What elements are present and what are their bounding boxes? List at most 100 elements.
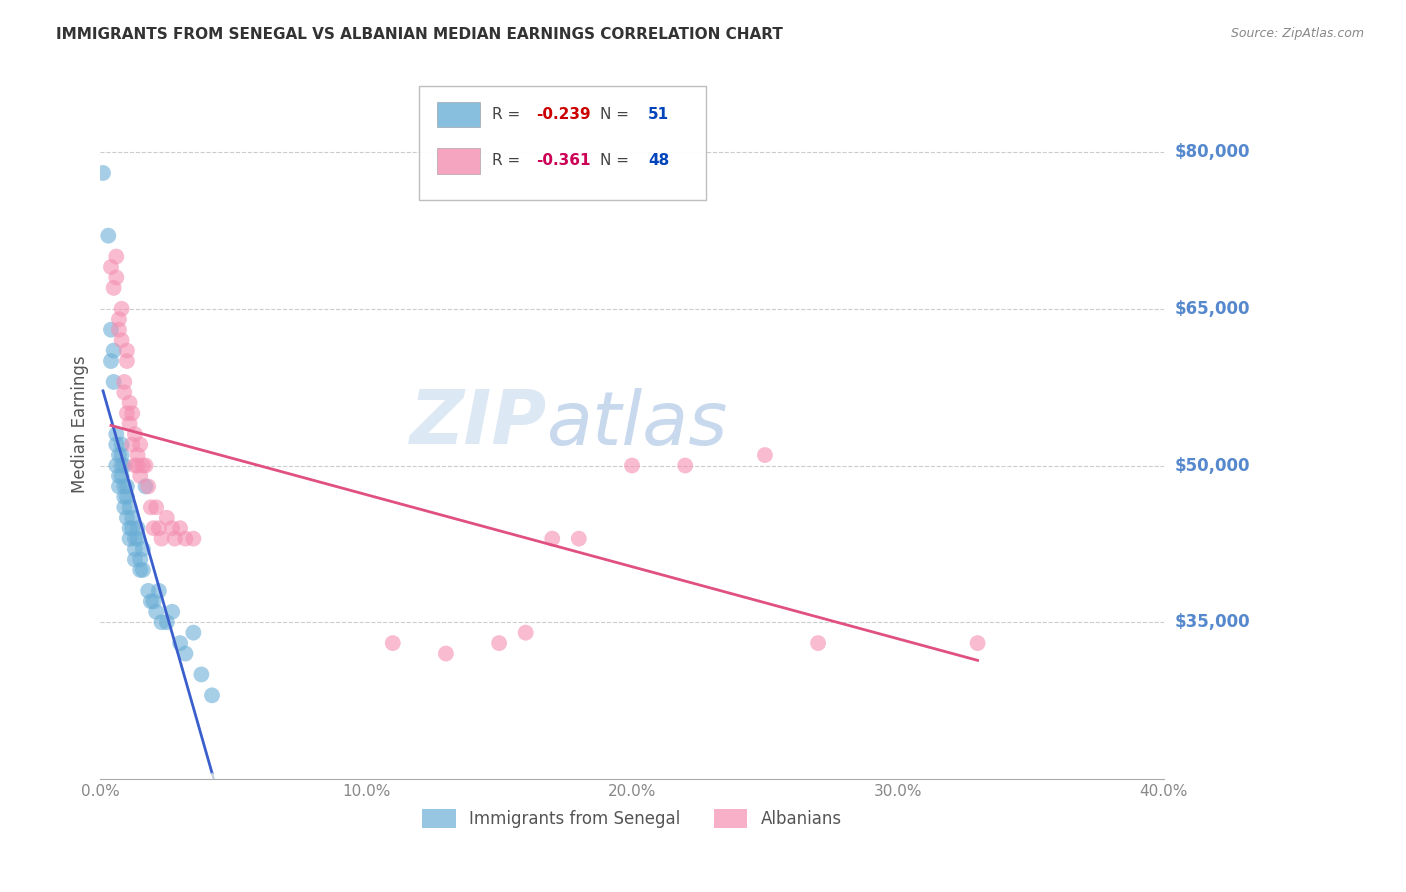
Point: [183, 532, 205, 546]
Point: [121, 437, 143, 451]
Point: [124, 552, 146, 566]
Point: [183, 625, 205, 640]
Point: [100, 354, 122, 368]
Point: [118, 396, 141, 410]
Point: [108, 312, 131, 326]
Y-axis label: Median Earnings: Median Earnings: [72, 355, 89, 492]
Point: [515, 625, 537, 640]
Point: [121, 510, 143, 524]
Point: [135, 479, 157, 493]
Text: $65,000: $65,000: [1175, 300, 1250, 318]
Point: [145, 605, 167, 619]
Point: [103, 343, 125, 358]
Point: [105, 458, 128, 473]
Point: [754, 448, 776, 462]
Point: [541, 532, 564, 546]
Point: [488, 636, 510, 650]
Point: [110, 333, 132, 347]
Point: [108, 448, 131, 462]
Point: [105, 270, 128, 285]
Point: [150, 615, 173, 630]
Point: [190, 667, 212, 681]
Point: [136, 583, 159, 598]
Point: [115, 479, 138, 493]
Point: [132, 542, 155, 557]
FancyBboxPatch shape: [437, 102, 479, 128]
Point: [139, 500, 162, 515]
Point: [145, 500, 167, 515]
Text: 48: 48: [648, 153, 669, 169]
Point: [110, 437, 132, 451]
Point: [156, 510, 179, 524]
Text: -0.361: -0.361: [536, 153, 591, 169]
Point: [115, 490, 138, 504]
Point: [381, 636, 404, 650]
Point: [139, 594, 162, 608]
Point: [129, 552, 152, 566]
Point: [169, 521, 191, 535]
Point: [112, 375, 135, 389]
Point: [127, 458, 149, 473]
Point: [136, 479, 159, 493]
Text: $35,000: $35,000: [1175, 613, 1250, 632]
Point: [108, 469, 131, 483]
Point: [124, 532, 146, 546]
Text: $50,000: $50,000: [1175, 457, 1250, 475]
Point: [100, 323, 122, 337]
Point: [621, 458, 644, 473]
Point: [127, 448, 149, 462]
FancyBboxPatch shape: [419, 87, 706, 200]
Point: [105, 250, 128, 264]
Point: [169, 636, 191, 650]
Point: [115, 406, 138, 420]
Text: N =: N =: [600, 153, 634, 169]
Text: R =: R =: [492, 107, 524, 122]
Point: [100, 260, 122, 274]
Point: [110, 458, 132, 473]
Point: [966, 636, 988, 650]
Point: [115, 343, 138, 358]
Text: $80,000: $80,000: [1175, 143, 1250, 161]
Point: [127, 532, 149, 546]
Point: [673, 458, 696, 473]
Point: [201, 689, 224, 703]
Point: [129, 437, 152, 451]
Point: [121, 521, 143, 535]
Point: [108, 323, 131, 337]
Point: [174, 532, 197, 546]
Text: 51: 51: [648, 107, 669, 122]
Point: [174, 647, 197, 661]
Text: Source: ZipAtlas.com: Source: ZipAtlas.com: [1230, 27, 1364, 40]
Point: [148, 521, 170, 535]
Point: [160, 605, 183, 619]
Point: [112, 479, 135, 493]
Legend: Immigrants from Senegal, Albanians: Immigrants from Senegal, Albanians: [416, 802, 848, 835]
FancyBboxPatch shape: [437, 148, 479, 174]
Point: [142, 521, 165, 535]
Point: [103, 281, 125, 295]
Point: [132, 563, 155, 577]
Point: [112, 458, 135, 473]
Point: [112, 385, 135, 400]
Point: [132, 458, 155, 473]
Point: [112, 500, 135, 515]
Text: ZIP: ZIP: [409, 387, 547, 460]
Point: [91, 166, 114, 180]
Point: [115, 510, 138, 524]
Point: [156, 615, 179, 630]
Point: [110, 469, 132, 483]
Point: [124, 458, 146, 473]
Point: [150, 532, 173, 546]
Point: [124, 542, 146, 557]
Point: [568, 532, 591, 546]
Point: [110, 448, 132, 462]
Point: [105, 427, 128, 442]
Point: [103, 375, 125, 389]
Point: [105, 437, 128, 451]
Point: [135, 458, 157, 473]
Point: [121, 406, 143, 420]
Point: [127, 521, 149, 535]
Point: [129, 469, 152, 483]
Point: [110, 301, 132, 316]
Text: IMMIGRANTS FROM SENEGAL VS ALBANIAN MEDIAN EARNINGS CORRELATION CHART: IMMIGRANTS FROM SENEGAL VS ALBANIAN MEDI…: [56, 27, 783, 42]
